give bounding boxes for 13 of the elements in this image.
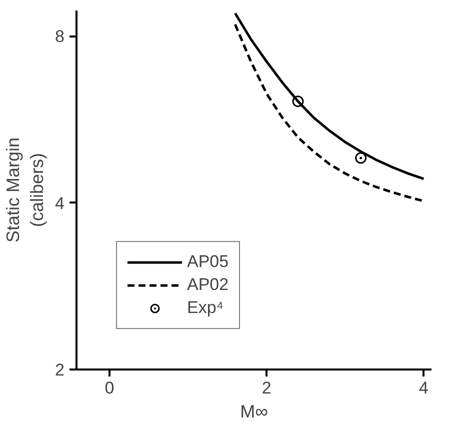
y-tick-label: 4 bbox=[55, 194, 65, 213]
legend-label: Exp⁴ bbox=[187, 298, 224, 318]
y-tick-label: 8 bbox=[55, 27, 65, 46]
legend-label: AP02 bbox=[187, 275, 229, 295]
legend-label: AP05 bbox=[187, 252, 229, 272]
x-tick-label: 4 bbox=[418, 378, 428, 398]
x-tick-label: 0 bbox=[104, 378, 114, 398]
line-series bbox=[234, 23, 425, 202]
x-tick-label: 2 bbox=[262, 378, 272, 398]
line-series bbox=[234, 12, 425, 180]
y-axis-title: Static Margin (calibers) bbox=[3, 137, 48, 243]
x-axis-title: M∞ bbox=[240, 402, 268, 422]
y-tick-label: 2 bbox=[55, 360, 65, 380]
